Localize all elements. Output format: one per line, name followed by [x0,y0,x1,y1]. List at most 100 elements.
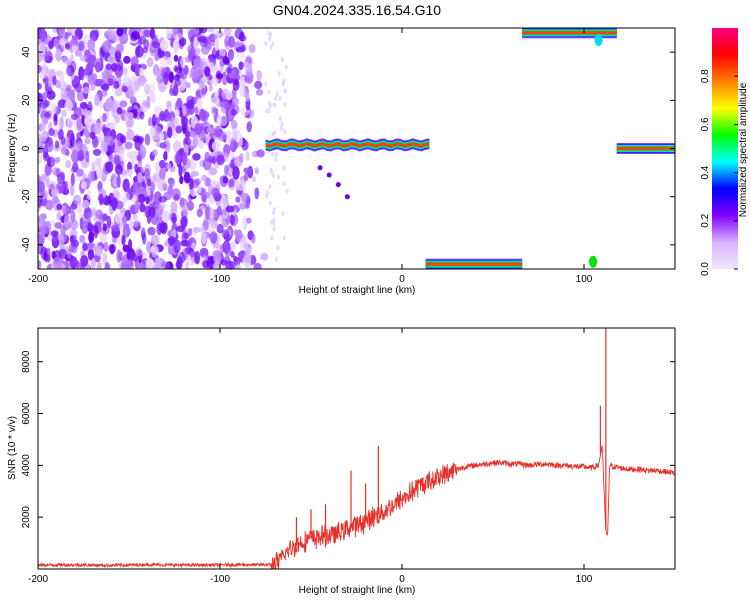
noise-blob [185,82,191,89]
noise-blob [134,64,140,77]
noise-blob [84,137,91,145]
noise-blob [231,96,239,107]
noise-blob [146,178,152,187]
carrier-band [616,147,675,150]
noise-blob [163,71,169,86]
snr-x-ticks: -200 -100 0 100 [28,328,593,585]
noise-blob [281,210,285,216]
noise-blob [214,125,223,138]
noise-blob [193,36,198,50]
noise-blob [272,101,276,107]
noise-blob [139,111,145,120]
noise-blob [246,121,252,133]
noise-blob [173,193,180,201]
noise-blob [127,112,134,120]
noise-blob [103,241,109,252]
noise-blob [156,73,164,84]
noise-blob [83,209,93,220]
noise-blob [123,55,131,64]
noise-blob [142,46,149,53]
noise-blob [63,180,69,194]
carrier-glitch [589,255,598,268]
noise-region [38,28,289,269]
noise-blob [172,39,180,53]
noise-blob [266,190,270,196]
noise-blob [224,245,232,257]
noise-blob [76,132,81,141]
noise-blob [213,261,221,269]
noise-blob [168,235,176,247]
noise-blob [194,178,201,186]
noise-blob [64,136,70,149]
noise-blob [317,165,323,171]
noise-blob [146,95,151,110]
noise-blob [105,161,114,173]
noise-blob [70,35,80,47]
noise-blob [38,64,42,74]
noise-blob [129,87,136,97]
x-tick-label: 100 [576,274,593,285]
noise-blob [113,80,120,90]
noise-blob [285,188,289,194]
noise-blob [122,67,128,76]
noise-blob [251,176,257,183]
noise-blob [44,112,51,119]
noise-blob [60,136,66,145]
noise-blob [134,199,140,214]
noise-blob [130,74,138,83]
noise-blob [270,235,274,241]
noise-blob [70,172,75,187]
noise-blob [274,151,278,157]
noise-blob [282,235,286,241]
noise-blob [121,234,126,246]
noise-blob [265,108,269,114]
noise-blob [47,156,56,168]
noise-blob [76,168,84,177]
noise-blob [228,178,235,188]
noise-blob [227,48,235,61]
noise-blob [173,239,181,254]
noise-blob [152,202,159,211]
noise-blob [204,151,210,162]
noise-blob [283,101,287,107]
noise-blob [202,260,210,269]
noise-blob [215,72,224,80]
noise-blob [121,215,128,223]
noise-blob [65,42,70,50]
noise-blob [179,175,184,185]
noise-blob [235,229,243,243]
noise-blob [278,95,282,101]
noise-blob [93,122,102,135]
noise-blob [54,221,63,230]
noise-blob [225,90,233,101]
noise-blob [210,96,220,105]
noise-blob [254,80,263,90]
noise-blob [159,39,169,52]
noise-blob [159,159,166,169]
noise-blob [80,181,87,190]
noise-blob [196,99,203,110]
noise-blob [223,28,232,37]
noise-blob [42,77,49,84]
noise-blob [272,226,276,232]
noise-blob [175,260,182,269]
noise-blob [145,258,155,269]
noise-blob [154,246,160,256]
noise-blob [159,132,164,142]
noise-blob [166,100,172,109]
noise-blob [52,195,60,204]
noise-blob [216,223,224,234]
noise-blob [86,189,92,201]
noise-blob [150,245,156,253]
noise-blob [74,48,83,57]
noise-blob [271,173,275,179]
y-tick-label: 40 [21,46,32,58]
noise-blob [80,255,89,267]
noise-blob [104,261,110,269]
noise-blob [74,83,83,93]
noise-blob [158,202,166,210]
noise-blob [237,251,245,258]
noise-blob [98,193,104,206]
noise-blob [115,59,124,72]
noise-blob [130,56,139,67]
